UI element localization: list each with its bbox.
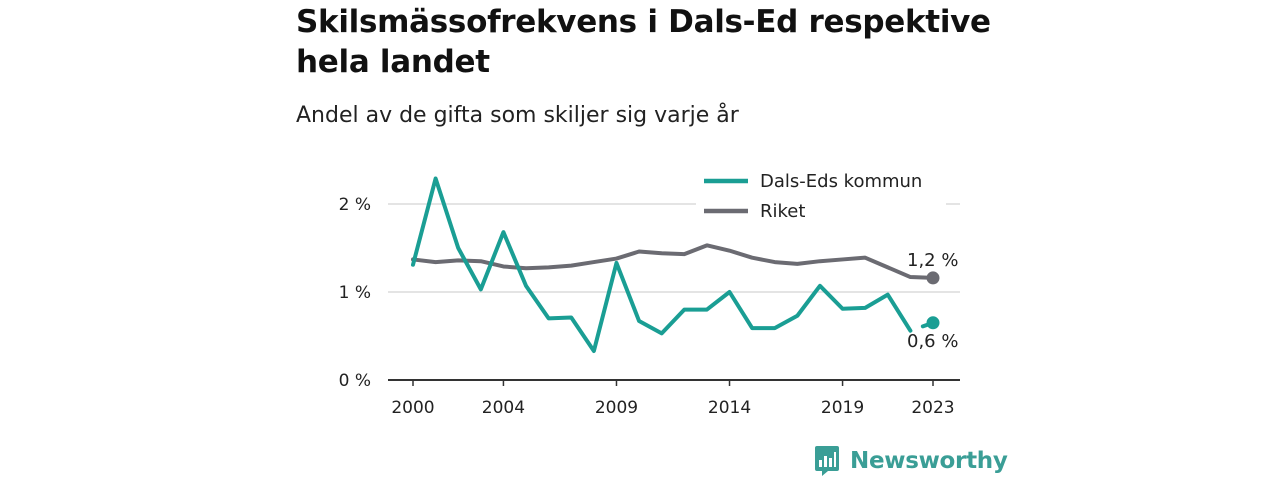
x-tick-label: 2014 <box>708 398 751 418</box>
series-line-riket <box>411 243 935 280</box>
line-chart: 0 % 1 % 2 % 2000 2004 2009 2014 2019 2023 Dals-… <box>338 164 960 418</box>
x-tick-label: 2004 <box>482 398 525 418</box>
end-label-dals-ed: 0,6 % <box>907 331 958 352</box>
end-labels: 1,2 % 0,6 % <box>907 250 958 352</box>
x-tick-label: 2023 <box>911 398 954 418</box>
x-axis: 2000 2004 2009 2014 2019 2023 <box>388 379 960 418</box>
x-tick-label: 2000 <box>391 398 434 418</box>
y-tick-label: 2 % <box>339 195 371 215</box>
y-tick-label: 1 % <box>339 283 371 303</box>
legend-background <box>696 164 946 230</box>
series-line-dals-eds-kommun <box>411 176 913 353</box>
series-layer <box>411 176 940 353</box>
legend: Dals-Eds kommun Riket <box>696 164 946 230</box>
newsworthy-brand: Newsworthy <box>814 444 1008 478</box>
x-tick-label: 2019 <box>821 398 864 418</box>
legend-label: Riket <box>760 201 805 222</box>
series-end-point-riket <box>926 271 940 285</box>
chart-subtitle: Andel av de gifta som skiljer sig varje … <box>296 103 739 128</box>
y-tick-label: 0 % <box>339 371 371 391</box>
newsworthy-logo-icon <box>815 446 839 476</box>
y-axis: 0 % 1 % 2 % <box>339 195 371 391</box>
chart-title: Skilsmässofrekvens i Dals-Ed respektive … <box>296 4 991 80</box>
brand-name: Newsworthy <box>850 448 1008 474</box>
x-tick-label: 2009 <box>595 398 638 418</box>
end-label-riket: 1,2 % <box>907 250 958 271</box>
series-end-point-dals-eds-kommun <box>926 316 940 330</box>
legend-label: Dals-Eds kommun <box>760 171 922 192</box>
